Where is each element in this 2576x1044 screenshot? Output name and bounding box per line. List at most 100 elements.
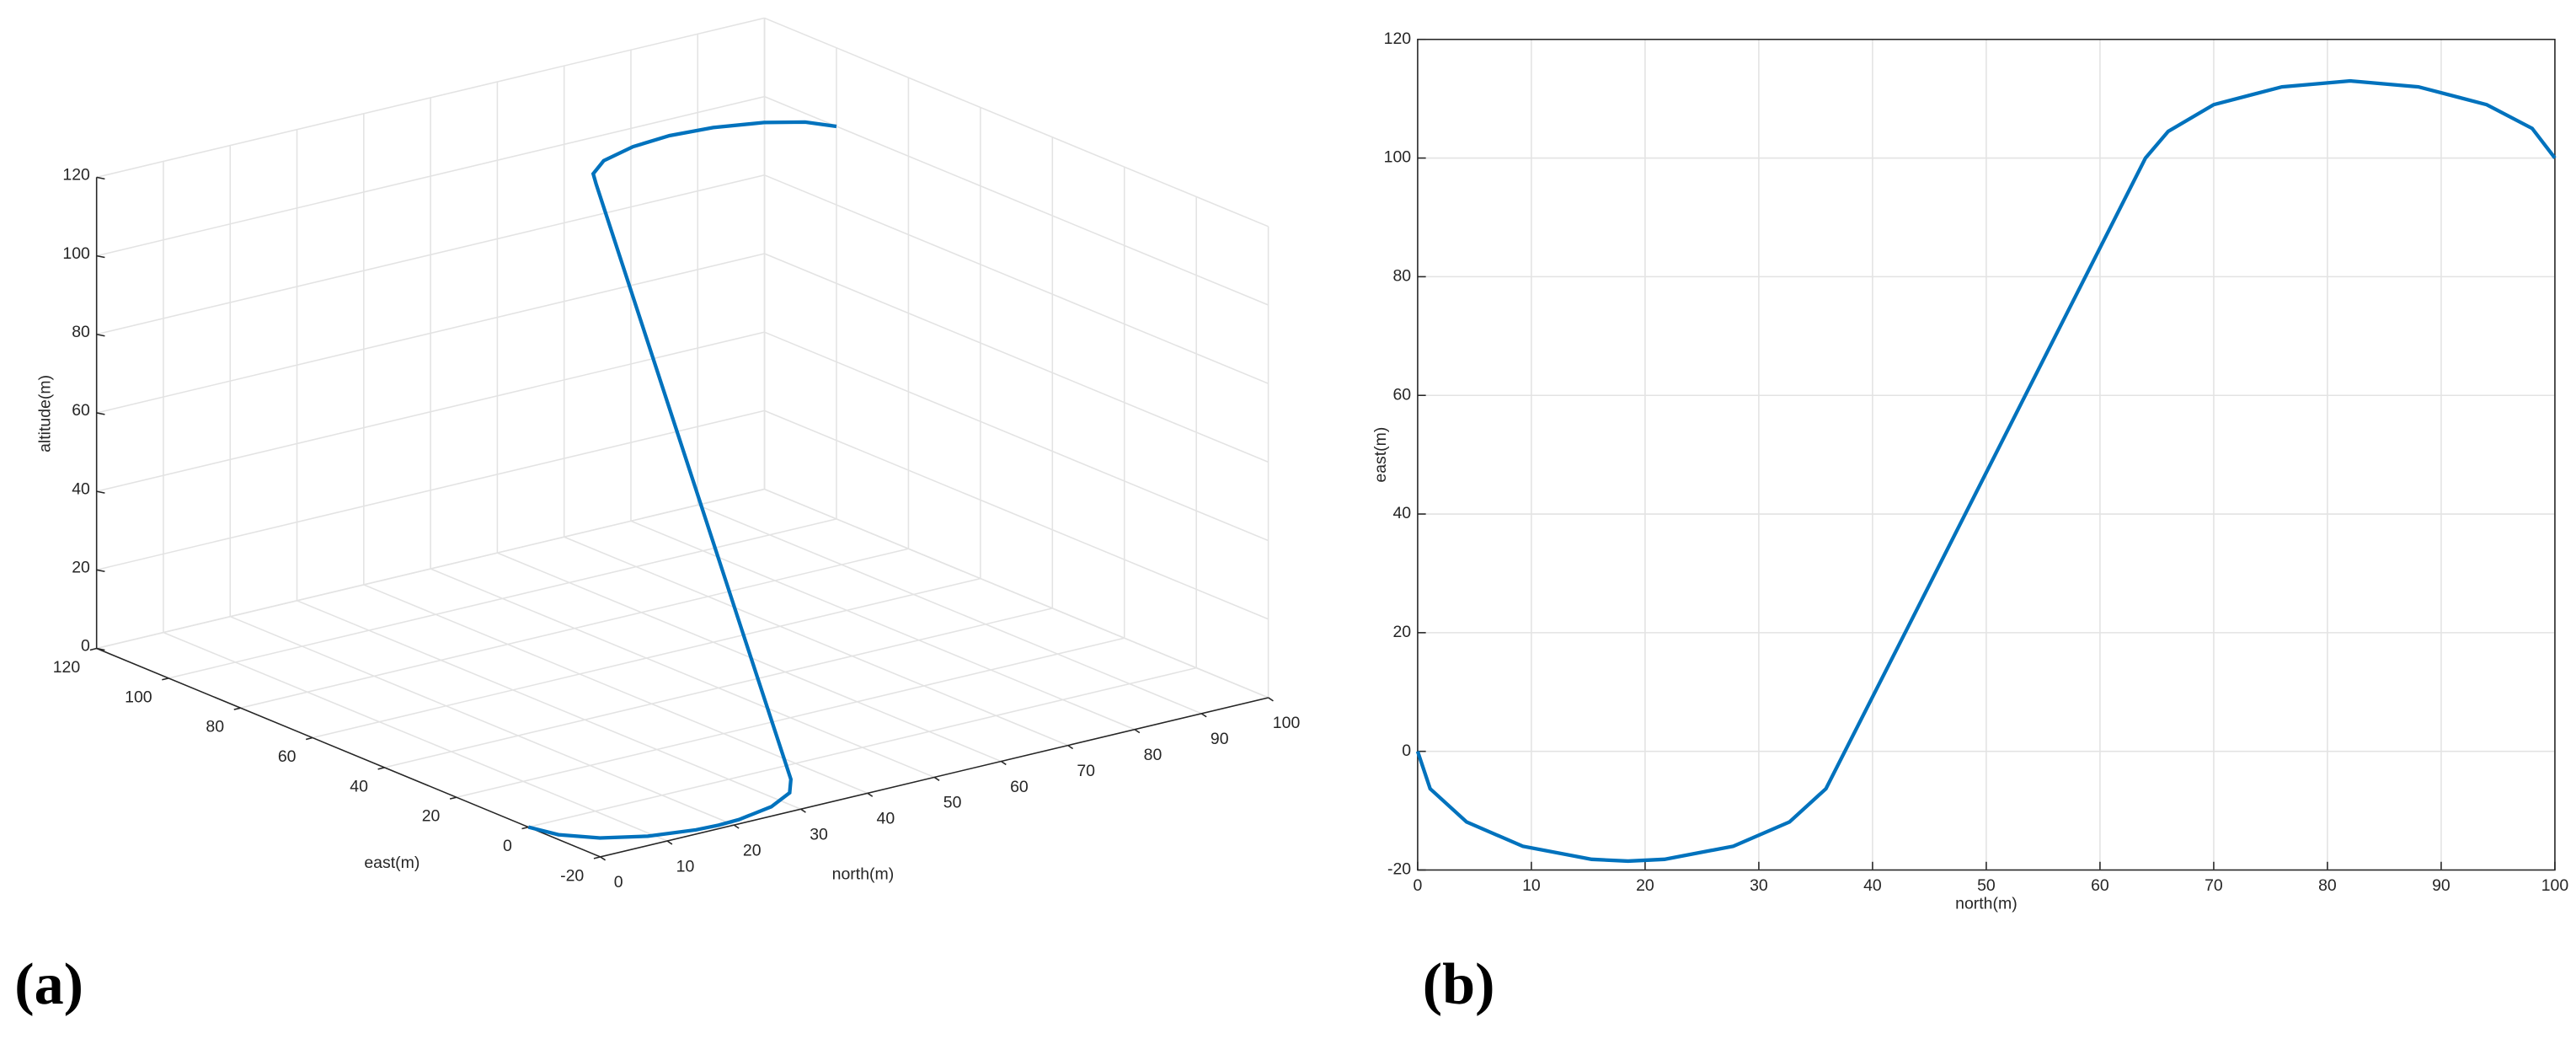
x-tick-label: 90: [2432, 876, 2450, 895]
tick: [162, 677, 169, 681]
y-tick-label: -20: [1387, 860, 1411, 879]
tick: [867, 792, 874, 797]
plot-frame: [1417, 38, 2556, 871]
x-tick-label: 60: [1010, 778, 1029, 796]
tick: [89, 647, 97, 651]
axis-line: [96, 647, 601, 858]
z-tick-label: 100: [62, 244, 90, 263]
tick: [593, 856, 601, 859]
grid-line: [229, 615, 735, 826]
y-tick-label: 40: [1392, 504, 1411, 522]
x-tick-label: 70: [1077, 762, 1095, 780]
grid-line: [697, 504, 1202, 715]
z-tick-label: 120: [62, 166, 90, 185]
y-tick-label: 20: [422, 807, 441, 826]
x-tick-label: 10: [676, 857, 695, 875]
grid-line: [297, 600, 801, 810]
x-tick-label: 80: [2318, 876, 2337, 895]
tick: [933, 776, 940, 781]
x-tick-label: 30: [810, 826, 828, 844]
y-tick-label: 20: [1392, 623, 1411, 641]
grid-line: [528, 667, 1197, 828]
y-tick-label: 120: [1384, 29, 1412, 48]
trajectory: [1415, 78, 2557, 864]
grid-line: [96, 488, 765, 650]
grid-line: [764, 410, 1269, 620]
tick: [96, 490, 105, 494]
x-tick-label: 60: [2091, 876, 2109, 895]
panel-label: (b): [1423, 952, 1495, 1017]
tick: [1134, 729, 1141, 734]
y-tick-label: 0: [503, 837, 512, 855]
tick: [1067, 744, 1074, 750]
grid-line: [764, 331, 1269, 542]
y-tick-label: 80: [206, 718, 224, 736]
x-tick-label: 0: [614, 873, 623, 891]
tick: [96, 412, 105, 415]
x-tick-label: 70: [2205, 876, 2223, 895]
y-axis-label: east(m): [1371, 427, 1390, 483]
z-tick-label: 0: [81, 637, 90, 656]
y-tick-label: 100: [1384, 148, 1412, 167]
tick: [1001, 760, 1007, 766]
x-tick-label: 100: [2541, 876, 2569, 895]
grid-line: [240, 548, 909, 709]
x-axis-label: north(m): [1955, 895, 2018, 913]
x-tick-label: 20: [1636, 876, 1654, 895]
grid-line: [764, 95, 1269, 306]
y-tick-label: 100: [125, 688, 152, 706]
y-tick-label: 60: [1392, 385, 1411, 404]
grid-line: [764, 17, 1269, 228]
y-tick-label: 120: [53, 658, 81, 677]
grid-line: [456, 637, 1125, 798]
tick: [666, 840, 673, 845]
tick: [96, 176, 105, 180]
x-tick-label: 80: [1144, 746, 1162, 764]
y-tick-label: 60: [278, 747, 297, 766]
tick: [233, 707, 241, 710]
grid-line: [96, 253, 765, 414]
tick: [1268, 697, 1274, 702]
x-tick-label: 40: [1863, 876, 1882, 895]
x-tick-label: 0: [1413, 876, 1422, 895]
x-tick-label: 100: [1273, 714, 1301, 732]
grid-line: [312, 577, 981, 739]
x-tick-label: 40: [876, 810, 895, 828]
tick: [521, 826, 529, 830]
x-tick-label: 20: [743, 841, 762, 859]
z-tick-label: 20: [72, 559, 90, 577]
grid-line: [363, 584, 868, 795]
tick: [800, 808, 806, 813]
tick: [96, 254, 105, 259]
z-axis-label: altitude(m): [35, 375, 54, 452]
grid-line: [96, 95, 765, 257]
tick: [600, 856, 607, 861]
y-tick-label: 80: [1392, 267, 1411, 286]
grid-line: [168, 518, 837, 679]
x-axis-label: north(m): [832, 865, 895, 883]
x-tick-label: 50: [1977, 876, 1996, 895]
grid-line: [96, 17, 765, 179]
trajectory: [527, 120, 837, 840]
tick: [449, 796, 457, 800]
panel-label: (a): [14, 952, 83, 1017]
x-tick-label: 30: [1750, 876, 1768, 895]
y-tick-label: 0: [1402, 742, 1411, 760]
grid-line: [96, 410, 765, 571]
tick: [96, 647, 105, 651]
z-tick-label: 80: [72, 323, 90, 341]
grid-line: [163, 631, 668, 842]
tick: [96, 569, 105, 573]
tick: [1200, 713, 1207, 718]
grid-line: [564, 536, 1069, 747]
grid-line: [764, 488, 1269, 699]
z-tick-label: 60: [72, 401, 90, 420]
x-tick-label: 10: [1522, 876, 1541, 895]
grid-line: [96, 174, 765, 335]
y-tick-label: -20: [560, 866, 584, 885]
tick: [306, 736, 313, 741]
tick: [733, 824, 740, 829]
y-tick-label: 40: [350, 777, 368, 795]
grid-line: [764, 253, 1269, 463]
